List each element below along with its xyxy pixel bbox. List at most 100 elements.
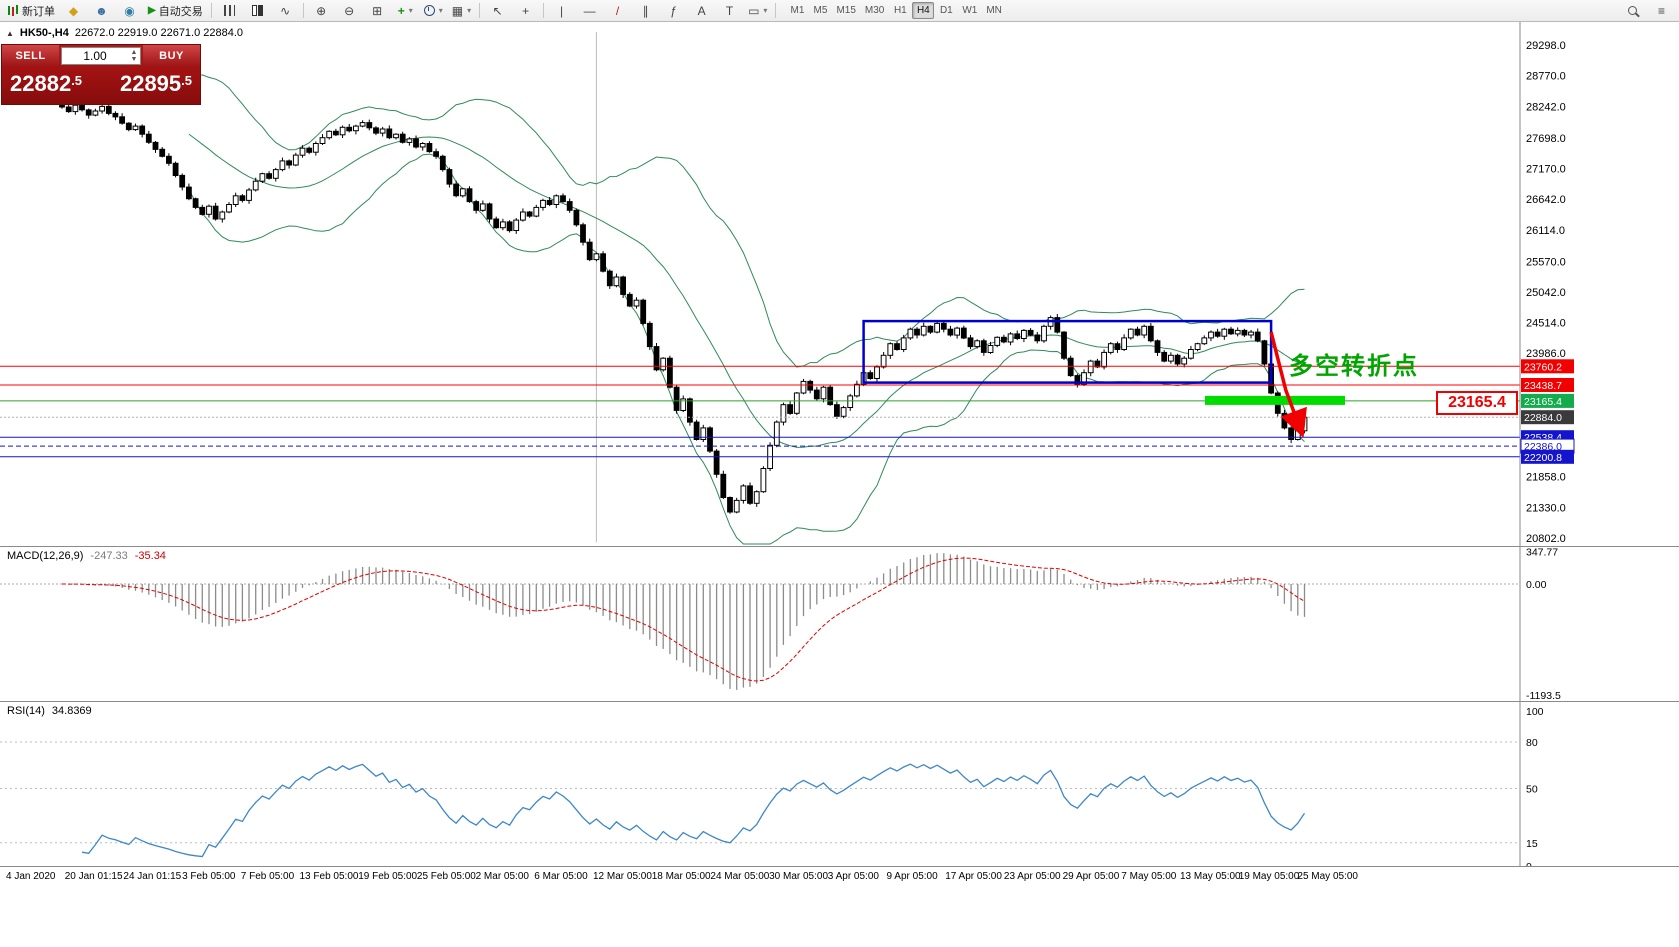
- candle-body: [1094, 360, 1101, 368]
- one-click-trading-panel: SELL ▲▼ BUY 22882.5 22895.5: [1, 44, 201, 105]
- candle-body: [1127, 328, 1134, 339]
- main-price-chart[interactable]: 29298.0 28770.0 28242.0 27698.0 27170.0 26642…: [0, 22, 1679, 546]
- horizontal-line-button[interactable]: —: [576, 0, 603, 21]
- buy-button[interactable]: BUY: [143, 45, 200, 67]
- candle-body: [426, 143, 433, 153]
- volume-stepper[interactable]: ▲ ▼: [128, 49, 140, 63]
- candle-body: [232, 195, 239, 206]
- rsi-indicator-panel[interactable]: 100 80 50 15 0: [0, 701, 1679, 867]
- candle-body: [112, 112, 119, 118]
- sell-price[interactable]: 22882.5: [10, 71, 83, 96]
- price-tick-label: 20802.0: [1526, 533, 1566, 545]
- settings-icon: ≡: [1657, 3, 1665, 18]
- trendline-button[interactable]: /: [604, 0, 631, 21]
- new-order-icon: [8, 6, 10, 15]
- candle-body: [693, 421, 700, 441]
- candle-body: [239, 195, 246, 201]
- channel-button[interactable]: ∥: [632, 0, 659, 21]
- candle-body: [399, 133, 406, 143]
- shapes-icon: ▭: [748, 3, 760, 18]
- tf-button-mn[interactable]: MN: [982, 2, 1006, 19]
- text-tool-button[interactable]: A: [688, 0, 715, 21]
- sell-button[interactable]: SELL: [2, 45, 59, 67]
- candle-body: [1014, 333, 1021, 339]
- tf-button-h1[interactable]: H1: [889, 2, 911, 19]
- candle-body: [252, 180, 259, 191]
- spin-down-icon[interactable]: ▼: [130, 56, 138, 63]
- indicators-button[interactable]: + ▾: [392, 0, 419, 21]
- time-axis-label: 13 May 05:00: [1180, 871, 1241, 882]
- rsi-axis-label: 15: [1526, 838, 1538, 850]
- tf-button-d1[interactable]: D1: [935, 2, 957, 19]
- fibonacci-button[interactable]: ƒ: [660, 0, 687, 21]
- tf-button-m15[interactable]: M15: [832, 2, 859, 19]
- autotrading-button[interactable]: ▶ 自动交易: [144, 0, 207, 21]
- tf-button-m1[interactable]: M1: [786, 2, 808, 19]
- macd-name: MACD(12,26,9): [7, 550, 84, 562]
- candle-body: [914, 328, 920, 336]
- candle-body: [760, 468, 767, 493]
- candle-body: [927, 325, 934, 333]
- tf-button-h4[interactable]: H4: [912, 2, 935, 19]
- cursor-button[interactable]: ↖: [484, 0, 511, 21]
- price-tag-label: 23760.2: [1524, 361, 1562, 373]
- tile-windows-icon: ⊞: [372, 3, 383, 18]
- volume-input[interactable]: [62, 48, 128, 64]
- vertical-line-button[interactable]: |: [548, 0, 575, 21]
- candle-body: [834, 404, 840, 417]
- candle-body: [613, 276, 620, 287]
- candlestick-chart-button[interactable]: [244, 0, 271, 21]
- candle-body: [1121, 337, 1127, 350]
- label-tool-button[interactable]: T: [716, 0, 743, 21]
- contacts-button[interactable]: ☻: [88, 0, 115, 21]
- tile-windows-button[interactable]: ⊞: [364, 0, 391, 21]
- line-chart-button[interactable]: ∿: [272, 0, 299, 21]
- candle-body: [1161, 351, 1168, 362]
- turning-point-annotation[interactable]: 多空转折点: [1289, 353, 1419, 380]
- time-axis[interactable]: 4 Jan 2020 20 Jan 01:15 24 Jan 01:15 3 Feb …: [0, 866, 1679, 889]
- breakdown-arrow[interactable]: [1269, 331, 1307, 438]
- bar-chart-button[interactable]: [216, 0, 243, 21]
- candle-body: [974, 340, 981, 348]
- candle-body: [1288, 427, 1294, 440]
- one-click-toggle-icon[interactable]: ▲: [6, 28, 14, 38]
- time-axis-label: 29 Apr 05:00: [1062, 871, 1120, 882]
- settings-button[interactable]: ≡: [1648, 0, 1675, 21]
- spin-up-icon[interactable]: ▲: [130, 49, 138, 56]
- price-tag: [1521, 393, 1574, 408]
- candle-body: [353, 125, 359, 132]
- new-order-button[interactable]: 新订单: [4, 0, 59, 21]
- candle-body: [359, 122, 366, 127]
- candle-body: [506, 221, 513, 232]
- shapes-button[interactable]: ▭ ▾: [744, 0, 771, 21]
- templates-button[interactable]: ▦ ▾: [448, 0, 475, 21]
- macd-header: MACD(12,26,9) -247.33 -35.34: [7, 550, 166, 562]
- candle-body: [1301, 416, 1308, 432]
- periods-button[interactable]: ▾: [420, 0, 447, 21]
- tf-button-w1[interactable]: W1: [958, 2, 981, 19]
- candle-body: [994, 336, 1001, 346]
- crosshair-button[interactable]: +: [512, 0, 539, 21]
- time-axis-label: 3 Feb 05:00: [182, 871, 236, 882]
- macd-indicator-panel[interactable]: 347.77 0.00 -1193.5: [0, 546, 1679, 702]
- candle-body: [980, 340, 987, 353]
- favorites-button[interactable]: ◆: [60, 0, 87, 21]
- candle-body: [773, 421, 780, 446]
- candle-body: [960, 327, 967, 339]
- zoom-out-button[interactable]: ⊖: [336, 0, 363, 21]
- web-button[interactable]: ◉: [116, 0, 143, 21]
- search-button[interactable]: [1619, 0, 1646, 21]
- tf-button-m30[interactable]: M30: [861, 2, 888, 19]
- candle-body: [1194, 343, 1201, 351]
- candle-body: [299, 147, 306, 156]
- support-zone-highlight[interactable]: [1205, 395, 1345, 405]
- candle-body: [433, 151, 440, 157]
- candle-body: [500, 221, 506, 229]
- buy-price[interactable]: 22895.5: [119, 71, 192, 96]
- tf-button-m5[interactable]: M5: [809, 2, 831, 19]
- candle-body: [520, 211, 526, 221]
- support-price-callout[interactable]: 23165.4: [1436, 391, 1518, 415]
- candle-body: [319, 137, 326, 144]
- consolidation-range-box[interactable]: [862, 319, 1273, 384]
- zoom-in-button[interactable]: ⊕: [308, 0, 335, 21]
